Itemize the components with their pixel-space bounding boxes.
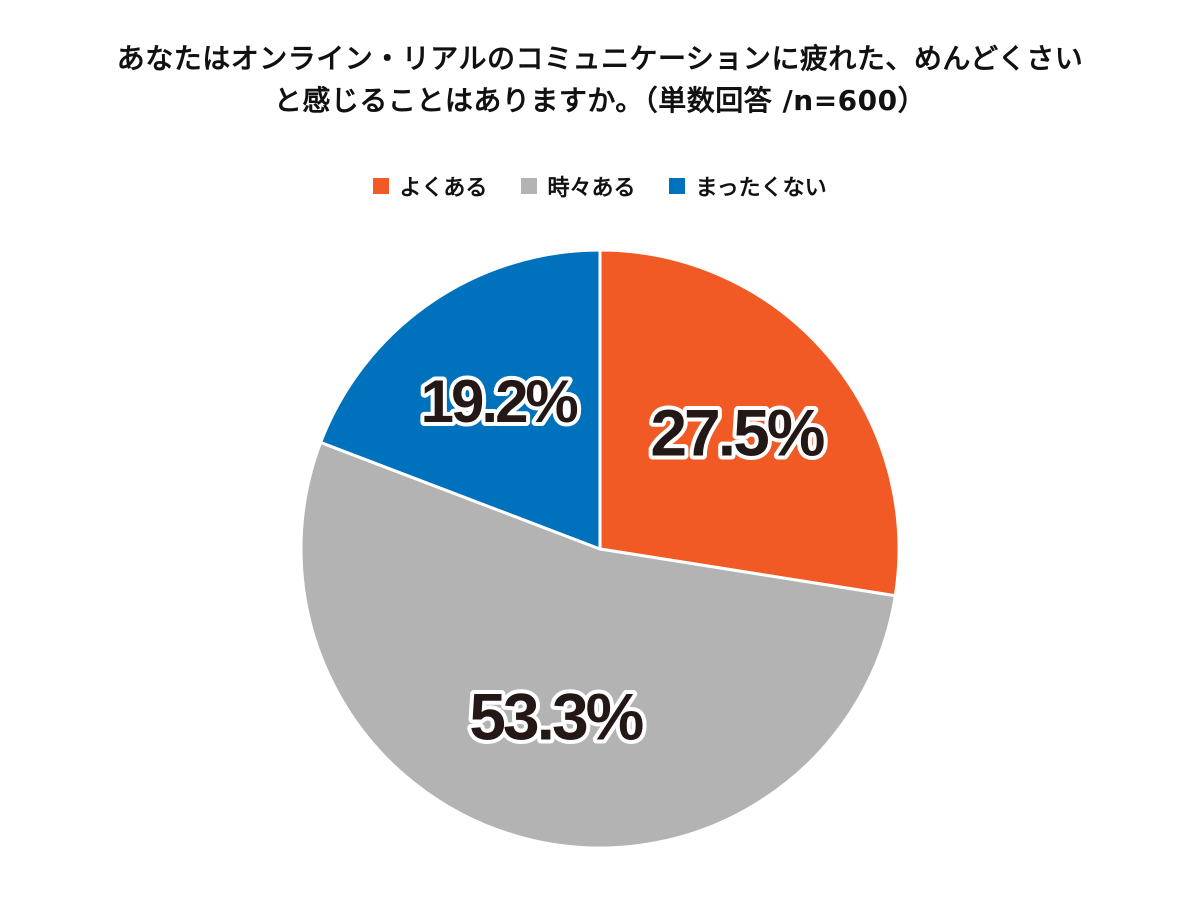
legend-label-yokuaru: よくある xyxy=(399,176,488,201)
pie-label-tokidokiaru: 53.3% xyxy=(469,680,642,754)
legend-swatch-mattakunai xyxy=(669,178,686,194)
legend-item-mattakunai: まったくない xyxy=(669,170,827,202)
pie-label-yokuaru: 27.5% xyxy=(650,395,823,469)
chart-legend: よくある 時々ある まったくない xyxy=(0,170,1200,202)
pie-slice-yokuaru xyxy=(598,248,901,598)
pie-slice-mattakunai xyxy=(319,248,602,551)
legend-item-yokuaru: よくある xyxy=(373,170,487,202)
legend-label-tokidokiaru: 時々ある xyxy=(547,176,636,201)
pie-slices xyxy=(299,248,901,850)
chart-title: あなたはオンライン・リアルのコミュニケーションに疲れた、めんどくさい と感じるこ… xyxy=(0,38,1200,122)
legend-label-mattakunai: まったくない xyxy=(695,176,827,201)
legend-swatch-yokuaru xyxy=(373,178,390,194)
pie-slice-tokidokiaru xyxy=(299,440,897,850)
pie-labels: 27.5% 53.3% 19.2% xyxy=(417,364,831,758)
legend-swatch-tokidokiaru xyxy=(521,178,538,194)
chart-title-line-1: あなたはオンライン・リアルのコミュニケーションに疲れた、めんどくさい xyxy=(116,42,1084,75)
legend-item-tokidokiaru: 時々ある xyxy=(521,170,635,202)
chart-title-line-2: と感じることはありますか。（単数回答 /n=600） xyxy=(273,84,927,117)
pie-label-mattakunai: 19.2% xyxy=(421,368,578,435)
